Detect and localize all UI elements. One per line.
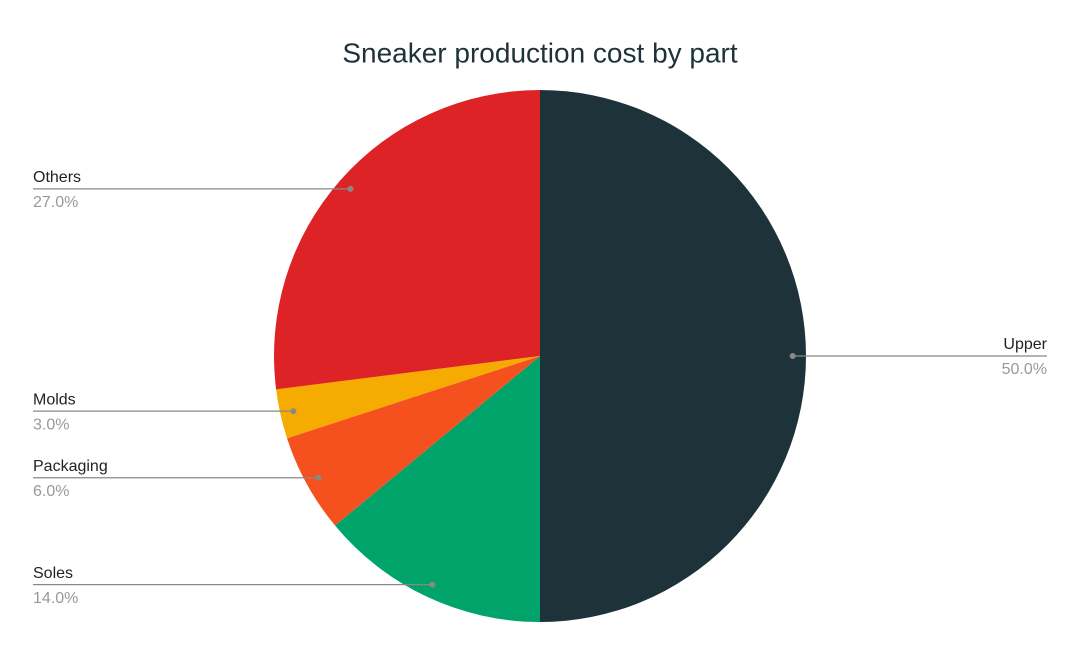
pie-slice	[273, 90, 540, 390]
slice-value-label: 3.0%	[33, 416, 69, 433]
slice-label: Upper	[1003, 336, 1047, 353]
slice-value-label: 14.0%	[33, 590, 78, 607]
chart-title: Sneaker production cost by part	[342, 37, 738, 68]
leader-dot	[429, 581, 436, 588]
slice-value-label: 6.0%	[33, 483, 69, 500]
pie-slice	[287, 356, 540, 526]
slice-value-label: 27.0%	[33, 194, 78, 211]
pie-slice	[540, 90, 806, 622]
leader-dot	[789, 353, 796, 359]
leader-dot	[290, 408, 297, 415]
slice-label: Others	[33, 169, 81, 186]
leader-dot	[315, 474, 322, 481]
slice-label: Packaging	[33, 458, 108, 475]
pie-slice	[335, 356, 540, 622]
leader-dot	[347, 185, 354, 192]
pie-slice	[276, 356, 540, 439]
slice-label: Molds	[33, 391, 76, 408]
slice-value-label: 50.0%	[1002, 361, 1047, 378]
slice-label: Soles	[33, 565, 73, 582]
